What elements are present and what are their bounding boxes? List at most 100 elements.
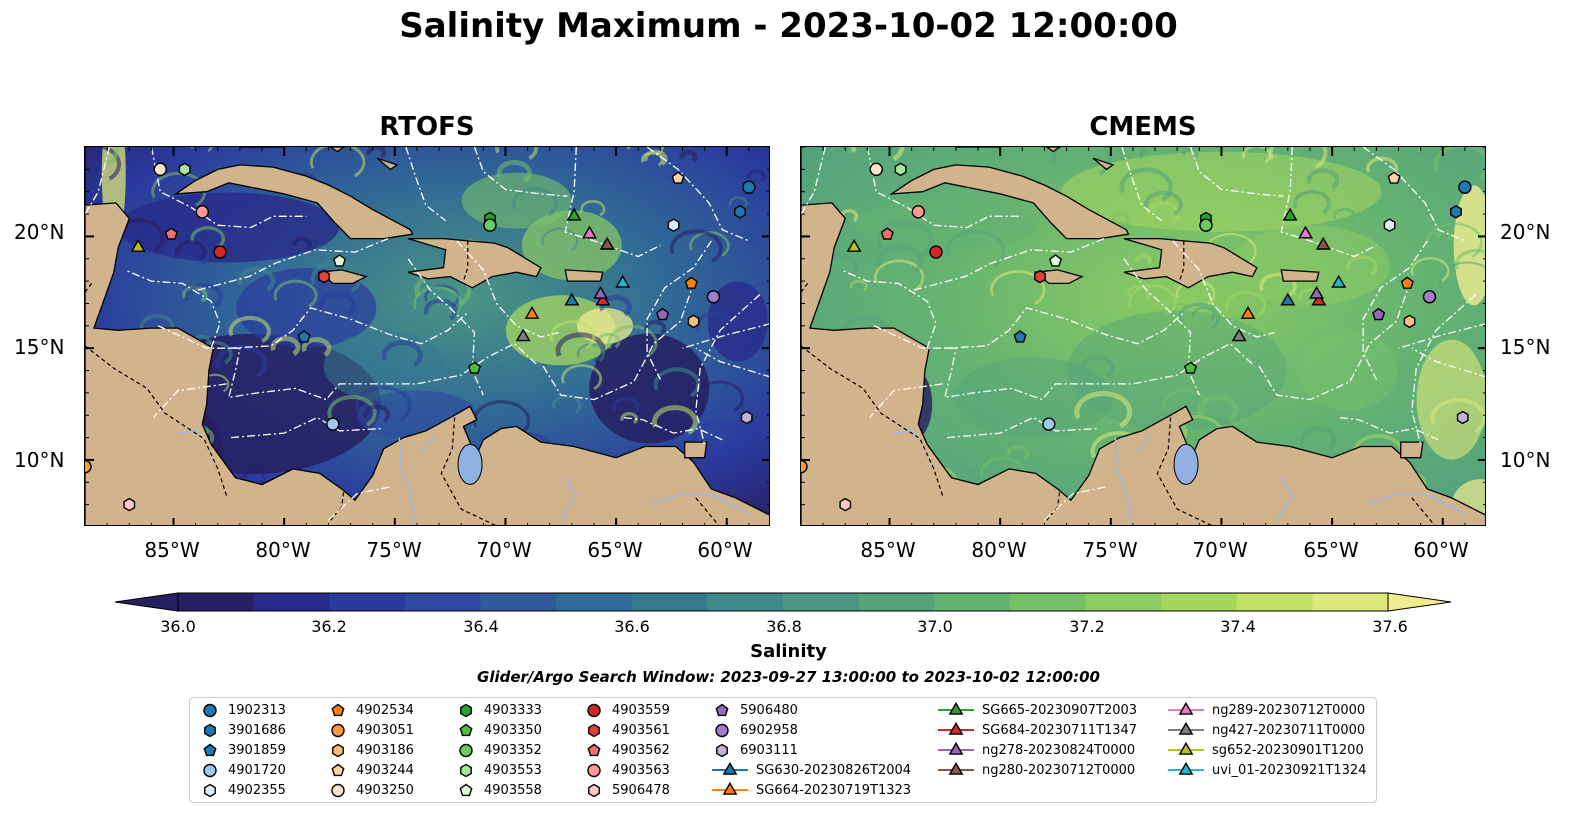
legend-item[interactable]: ng289-20230712T0000	[1168, 700, 1365, 720]
marker-4903559[interactable]	[929, 245, 943, 259]
legend-item[interactable]: 4903186	[328, 740, 414, 760]
marker-4903558[interactable]	[332, 254, 347, 267]
legend-item[interactable]: SG665-20230907T2003	[938, 700, 1137, 720]
marker-ng427-20230711T0000[interactable]	[515, 328, 531, 342]
marker-SG665-20230907T2003[interactable]	[566, 207, 582, 221]
legend-marker-1902313[interactable]	[203, 703, 217, 718]
legend-item[interactable]: 4903553	[456, 760, 542, 780]
marker-4903250[interactable]	[153, 162, 167, 177]
legend-item[interactable]: uvi_01-20230921T1324	[1168, 760, 1366, 780]
marker-4903558[interactable]	[1048, 254, 1063, 267]
legend-marker-4903051[interactable]	[331, 723, 345, 738]
marker-1902313[interactable]	[1458, 180, 1472, 194]
legend-marker-4903563[interactable]	[587, 763, 601, 778]
marker-ng280-20230712T0000[interactable]	[599, 236, 615, 250]
marker-uvi_01-20230921T1324[interactable]	[1331, 274, 1347, 288]
marker-5906480[interactable]	[656, 307, 670, 321]
marker-4903563[interactable]	[911, 205, 925, 219]
marker-4903051[interactable]	[801, 459, 808, 474]
marker-SG684-20230711T1347[interactable]	[595, 292, 611, 306]
legend-item[interactable]: ng280-20230712T0000	[938, 760, 1135, 780]
marker-ng278-20230824T0000[interactable]	[593, 285, 609, 299]
map-panel-cmems[interactable]	[800, 146, 1486, 526]
marker-4903562[interactable]	[880, 227, 894, 240]
legend-marker-SG630-20230826T2004[interactable]	[722, 761, 738, 775]
legend-marker-4903553[interactable]	[460, 763, 472, 778]
marker-1902313[interactable]	[742, 180, 756, 194]
marker-4903250[interactable]	[869, 162, 883, 177]
marker-4903563[interactable]	[195, 205, 209, 219]
marker-4903561[interactable]	[1034, 269, 1046, 284]
marker-3901686[interactable]	[1450, 204, 1462, 219]
marker-SG664-20230719T1323[interactable]	[524, 305, 540, 319]
legend-marker-3901859[interactable]	[203, 743, 217, 757]
legend-marker-4902355[interactable]	[204, 783, 216, 798]
legend-item[interactable]: 3901859	[200, 740, 286, 760]
marker-3901859[interactable]	[1013, 330, 1027, 343]
marker-ng278-20230824T0000[interactable]	[1309, 285, 1325, 299]
legend-item[interactable]: SG664-20230719T1323	[712, 780, 911, 800]
marker-3901859[interactable]	[297, 330, 311, 343]
legend-marker-ng278-20230824T0000[interactable]	[948, 741, 964, 755]
legend-marker-4901720[interactable]	[203, 763, 217, 778]
legend-item[interactable]: ng278-20230824T0000	[938, 740, 1135, 760]
legend-item[interactable]: 4903244	[328, 760, 414, 780]
legend-marker-3901686[interactable]	[204, 723, 216, 738]
marker-4903244[interactable]	[1387, 171, 1401, 184]
marker-6902958[interactable]	[706, 290, 721, 304]
legend-item[interactable]: 5906478	[584, 780, 670, 800]
marker-4903352[interactable]	[1199, 218, 1213, 232]
marker-uvi_01-20230921T1324[interactable]	[615, 274, 631, 288]
legend-marker-4903250[interactable]	[331, 783, 345, 798]
legend-item[interactable]: 4902534	[328, 700, 414, 720]
map-panel-rtofs[interactable]	[84, 146, 770, 526]
marker-6903111[interactable]	[1456, 410, 1469, 425]
legend-item[interactable]: 4903562	[584, 740, 670, 760]
legend-marker-4903562[interactable]	[587, 743, 601, 757]
marker-5906478[interactable]	[123, 497, 136, 512]
legend-item[interactable]: 4903250	[328, 780, 414, 800]
legend-item[interactable]: 4903558	[456, 780, 542, 800]
legend-item[interactable]: 4903352	[456, 740, 542, 760]
legend-item[interactable]: ng427-20230711T0000	[1168, 720, 1365, 740]
legend-marker-SG684-20230711T1347[interactable]	[948, 721, 964, 735]
legend-marker-6902958[interactable]	[715, 723, 729, 738]
marker-ng427-20230711T0000[interactable]	[1231, 328, 1247, 342]
marker-SG665-20230907T2003[interactable]	[1282, 207, 1298, 221]
legend-marker-ng280-20230712T0000[interactable]	[948, 761, 964, 775]
marker-4903553[interactable]	[894, 162, 907, 177]
marker-4901720[interactable]	[326, 417, 340, 431]
legend-marker-ng427-20230711T0000[interactable]	[1178, 721, 1194, 735]
legend-item[interactable]: sg652-20230901T1200	[1168, 740, 1364, 760]
legend-marker-4903558[interactable]	[459, 783, 473, 797]
marker-ng289-20230712T0000[interactable]	[1298, 225, 1314, 239]
legend-item[interactable]: 4903561	[584, 720, 670, 740]
marker-4903186[interactable]	[687, 314, 700, 329]
marker-4901720[interactable]	[1042, 417, 1056, 431]
legend-marker-4902534[interactable]	[331, 703, 345, 717]
marker-3901686[interactable]	[734, 204, 746, 219]
legend-item[interactable]: 4902355	[200, 780, 286, 800]
marker-4902355[interactable]	[667, 218, 680, 233]
legend-marker-SG664-20230719T1323[interactable]	[722, 781, 738, 795]
marker-4903186[interactable]	[1403, 314, 1416, 329]
legend-marker-4903244[interactable]	[331, 763, 345, 777]
marker-4903350[interactable]	[1183, 361, 1198, 374]
legend-marker-4903352[interactable]	[459, 743, 473, 758]
marker-4903562[interactable]	[164, 227, 178, 240]
legend-item[interactable]: 4901720	[200, 760, 286, 780]
legend-item[interactable]: 5906480	[712, 700, 798, 720]
marker-4903350[interactable]	[467, 361, 482, 374]
marker-SG630-20230826T2004[interactable]	[564, 292, 580, 306]
legend-item[interactable]: 4903333	[456, 700, 542, 720]
marker-4902534[interactable]	[1400, 276, 1414, 289]
marker-ng280-20230712T0000[interactable]	[1315, 236, 1331, 250]
legend-marker-sg652-20230901T1200[interactable]	[1178, 741, 1194, 755]
marker-4903244[interactable]	[671, 171, 685, 184]
legend-marker-ng289-20230712T0000[interactable]	[1178, 701, 1194, 715]
legend-marker-SG665-20230907T2003[interactable]	[948, 701, 964, 715]
marker-4903561[interactable]	[318, 269, 330, 284]
marker-6903111[interactable]	[740, 410, 753, 425]
legend-marker-4903559[interactable]	[587, 703, 601, 718]
legend-item[interactable]: 4903350	[456, 720, 542, 740]
